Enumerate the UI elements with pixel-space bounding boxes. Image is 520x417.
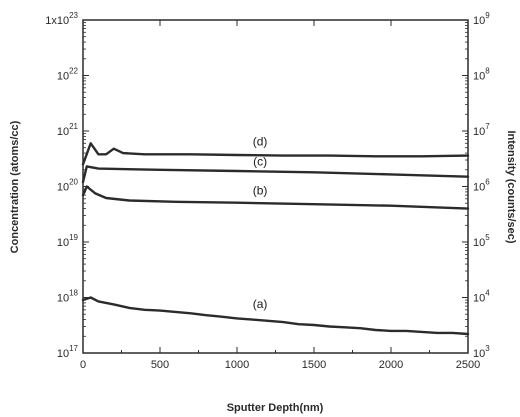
y-left-tick-exponent: 23 <box>69 11 78 20</box>
y-right-tick-label: 106 <box>473 178 490 194</box>
y-left-tick-base: 10 <box>57 237 69 249</box>
y-right-tick-exponent: 4 <box>485 289 490 298</box>
y-left-tick-label: 1x1023 <box>45 11 78 27</box>
y-left-tick-base: 10 <box>57 182 69 194</box>
y-left-tick-label: 1018 <box>57 289 79 305</box>
y-left-tick-label: 1022 <box>57 67 79 83</box>
y-left-tick-label: 1017 <box>57 344 79 360</box>
tick-layer <box>82 19 469 354</box>
x-tick-label: 2000 <box>379 359 403 371</box>
y-left-tick-exponent: 18 <box>69 289 78 298</box>
y-right-tick-label: 109 <box>473 11 490 27</box>
y-left-tick-base: 10 <box>57 71 69 83</box>
series-label-a: (a) <box>253 297 268 311</box>
x-tick-label: 0 <box>80 359 86 371</box>
y-right-tick-exponent: 5 <box>485 233 490 242</box>
y-left-tick-label: 1021 <box>57 122 79 138</box>
y-right-tick-label: 104 <box>473 289 490 305</box>
plot-area <box>82 19 469 354</box>
y-right-tick-exponent: 6 <box>485 178 490 187</box>
y-right-tick-base: 10 <box>473 293 485 305</box>
label-layer: 0 500 1000 1500 2000 250010171018101910201021… <box>45 11 490 371</box>
y-right-tick-exponent: 3 <box>485 344 490 353</box>
y-right-tick-base: 10 <box>473 182 485 194</box>
y-right-tick-exponent: 7 <box>485 122 490 131</box>
series-line-d <box>81 142 470 166</box>
y-right-tick-label: 108 <box>473 67 490 83</box>
y-left-tick-base: 10 <box>57 348 69 360</box>
y-left-tick-exponent: 17 <box>69 344 78 353</box>
y-right-tick-base: 10 <box>473 237 485 249</box>
x-tick-label: 500 <box>151 359 169 371</box>
y-right-tick-base: 10 <box>473 15 485 27</box>
series-label-d: (d) <box>253 134 268 148</box>
y-left-tick-exponent: 22 <box>69 67 78 76</box>
series-label-b: (b) <box>253 183 268 197</box>
y-left-tick-exponent: 21 <box>69 122 78 131</box>
y-left-tick-exponent: 20 <box>69 178 78 187</box>
y-left-tick-label: 1019 <box>57 233 79 249</box>
y-right-tick-label: 107 <box>473 122 490 138</box>
series-label-c: (c) <box>253 154 267 168</box>
y-right-tick-label: 103 <box>473 344 490 360</box>
series-layer <box>81 142 470 336</box>
y-right-tick-exponent: 8 <box>485 67 490 76</box>
y-right-tick-label: 105 <box>473 233 490 249</box>
series-line-c <box>81 165 470 184</box>
y-left-tick-base: 10 <box>57 293 69 305</box>
y-right-tick-base: 10 <box>473 126 485 138</box>
x-axis-title: Sputter Depth(nm) <box>227 402 324 414</box>
y-right-axis-title: Intensity (counts/sec) <box>505 130 517 243</box>
y-left-tick-base: 1x10 <box>45 15 69 27</box>
x-tick-label: 1000 <box>225 359 249 371</box>
x-tick-label: 2500 <box>456 359 480 371</box>
y-left-tick-base: 10 <box>57 126 69 138</box>
y-left-tick-exponent: 19 <box>69 233 78 242</box>
y-right-tick-base: 10 <box>473 71 485 83</box>
series-line-a <box>81 296 470 336</box>
y-left-tick-label: 1020 <box>57 178 79 194</box>
y-right-tick-exponent: 9 <box>485 11 490 20</box>
series-line-b <box>81 185 470 210</box>
y-right-tick-base: 10 <box>473 348 485 360</box>
y-left-axis-title: Concentration (atoms/cc) <box>9 120 21 253</box>
x-tick-label: 1500 <box>302 359 326 371</box>
